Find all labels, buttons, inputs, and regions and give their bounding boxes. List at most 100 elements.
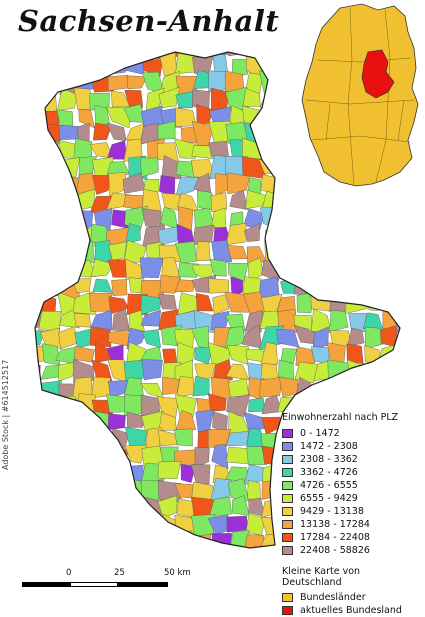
legend-class-label: 9429 - 13138 [300, 506, 364, 517]
postal-code-area [159, 274, 181, 294]
postal-code-area [313, 206, 335, 230]
postal-code-area [292, 172, 316, 194]
postal-code-area [39, 52, 63, 58]
postal-code-area [346, 343, 364, 365]
postal-code-area [35, 279, 40, 297]
postal-code-area [195, 293, 214, 312]
postal-code-area [40, 172, 60, 196]
postal-code-area [264, 140, 284, 159]
legend: Einwohnerzahl nach PLZ 0 - 1472 1472 - 23… [282, 412, 422, 617]
postal-code-area [293, 155, 316, 181]
scale-bar: 0 25 50 km [18, 568, 218, 598]
postal-code-area [266, 125, 282, 141]
postal-code-area [91, 52, 114, 60]
postal-code-area [226, 344, 249, 365]
postal-code-area [40, 58, 62, 79]
legend-class-item: 3362 - 4726 [282, 466, 422, 479]
postal-code-area [43, 71, 63, 92]
legend-class-swatch [282, 533, 293, 542]
inset-legend-label: Bundesländer [300, 592, 366, 603]
postal-code-area [346, 274, 367, 300]
postal-code-area [224, 291, 250, 313]
postal-code-area [125, 223, 141, 244]
postal-code-area [127, 75, 148, 90]
legend-class-swatch [282, 520, 293, 529]
postal-code-area [72, 516, 97, 535]
postal-code-area [157, 429, 177, 446]
postal-code-area [349, 209, 367, 227]
postal-code-area [71, 477, 95, 504]
postal-code-area [310, 240, 334, 262]
postal-code-area [210, 377, 233, 401]
postal-code-area [41, 343, 61, 366]
postal-code-area [107, 461, 131, 484]
postal-code-area [310, 291, 333, 312]
postal-code-area [208, 496, 232, 518]
postal-code-area [181, 545, 197, 548]
postal-code-area [229, 189, 249, 210]
postal-code-area [277, 172, 300, 195]
postal-code-area [265, 228, 281, 245]
postal-code-area [39, 244, 58, 264]
postal-code-area [140, 157, 159, 178]
postal-code-area [91, 500, 110, 515]
postal-code-area [330, 379, 348, 396]
postal-code-area [296, 225, 317, 248]
postal-code-area [35, 126, 46, 147]
postal-code-area [295, 209, 317, 228]
postal-code-area [344, 378, 364, 399]
legend-class-swatch [282, 442, 293, 451]
postal-code-area [244, 553, 262, 569]
postal-code-area [262, 461, 284, 485]
postal-code-area [180, 464, 196, 483]
postal-code-area [225, 466, 249, 481]
inset-legend-item: Bundesländer [282, 591, 422, 604]
postal-code-area [89, 512, 109, 536]
legend-class-item: 13138 - 17284 [282, 518, 422, 531]
postal-code-area [139, 257, 164, 278]
postal-code-area [106, 483, 126, 503]
inset-legend-swatch [282, 606, 293, 615]
postal-code-area [279, 243, 301, 264]
postal-code-area [106, 394, 128, 413]
postal-code-area [74, 409, 96, 433]
postal-code-area [230, 551, 249, 567]
inset-legend-label: aktuelles Bundesland [300, 605, 402, 616]
postal-code-area [35, 398, 45, 415]
postal-code-area [54, 257, 79, 282]
postal-code-area [41, 546, 57, 548]
postal-code-area [35, 345, 45, 365]
postal-code-area [345, 193, 366, 212]
legend-class-label: 6555 - 9429 [300, 493, 358, 504]
postal-code-area [37, 413, 60, 434]
postal-code-area [293, 256, 313, 282]
postal-code-area [208, 140, 229, 158]
postal-code-area [278, 189, 300, 214]
postal-code-area [92, 122, 113, 141]
postal-code-area [35, 105, 46, 129]
postal-code-area [126, 411, 145, 428]
postal-code-area [260, 104, 277, 123]
postal-code-area [379, 376, 396, 399]
postal-code-area [347, 327, 365, 347]
postal-code-area [35, 496, 43, 515]
legend-class-label: 3362 - 4726 [300, 467, 358, 478]
postal-code-area [379, 343, 400, 364]
postal-code-area [365, 189, 387, 213]
postal-code-area [92, 546, 111, 548]
postal-code-area [278, 376, 299, 398]
postal-code-area [246, 52, 267, 59]
postal-code-area [58, 512, 78, 533]
postal-code-area [106, 140, 128, 160]
postal-code-area [108, 329, 129, 347]
postal-code-area [105, 496, 127, 518]
postal-code-area [57, 87, 78, 111]
postal-code-area [35, 381, 42, 399]
postal-code-area [38, 311, 61, 331]
postal-code-area [175, 90, 198, 109]
postal-code-area [259, 89, 284, 108]
postal-code-area [39, 462, 59, 487]
postal-code-area [299, 190, 314, 212]
postal-code-area [279, 87, 298, 109]
postal-code-area [397, 380, 400, 400]
